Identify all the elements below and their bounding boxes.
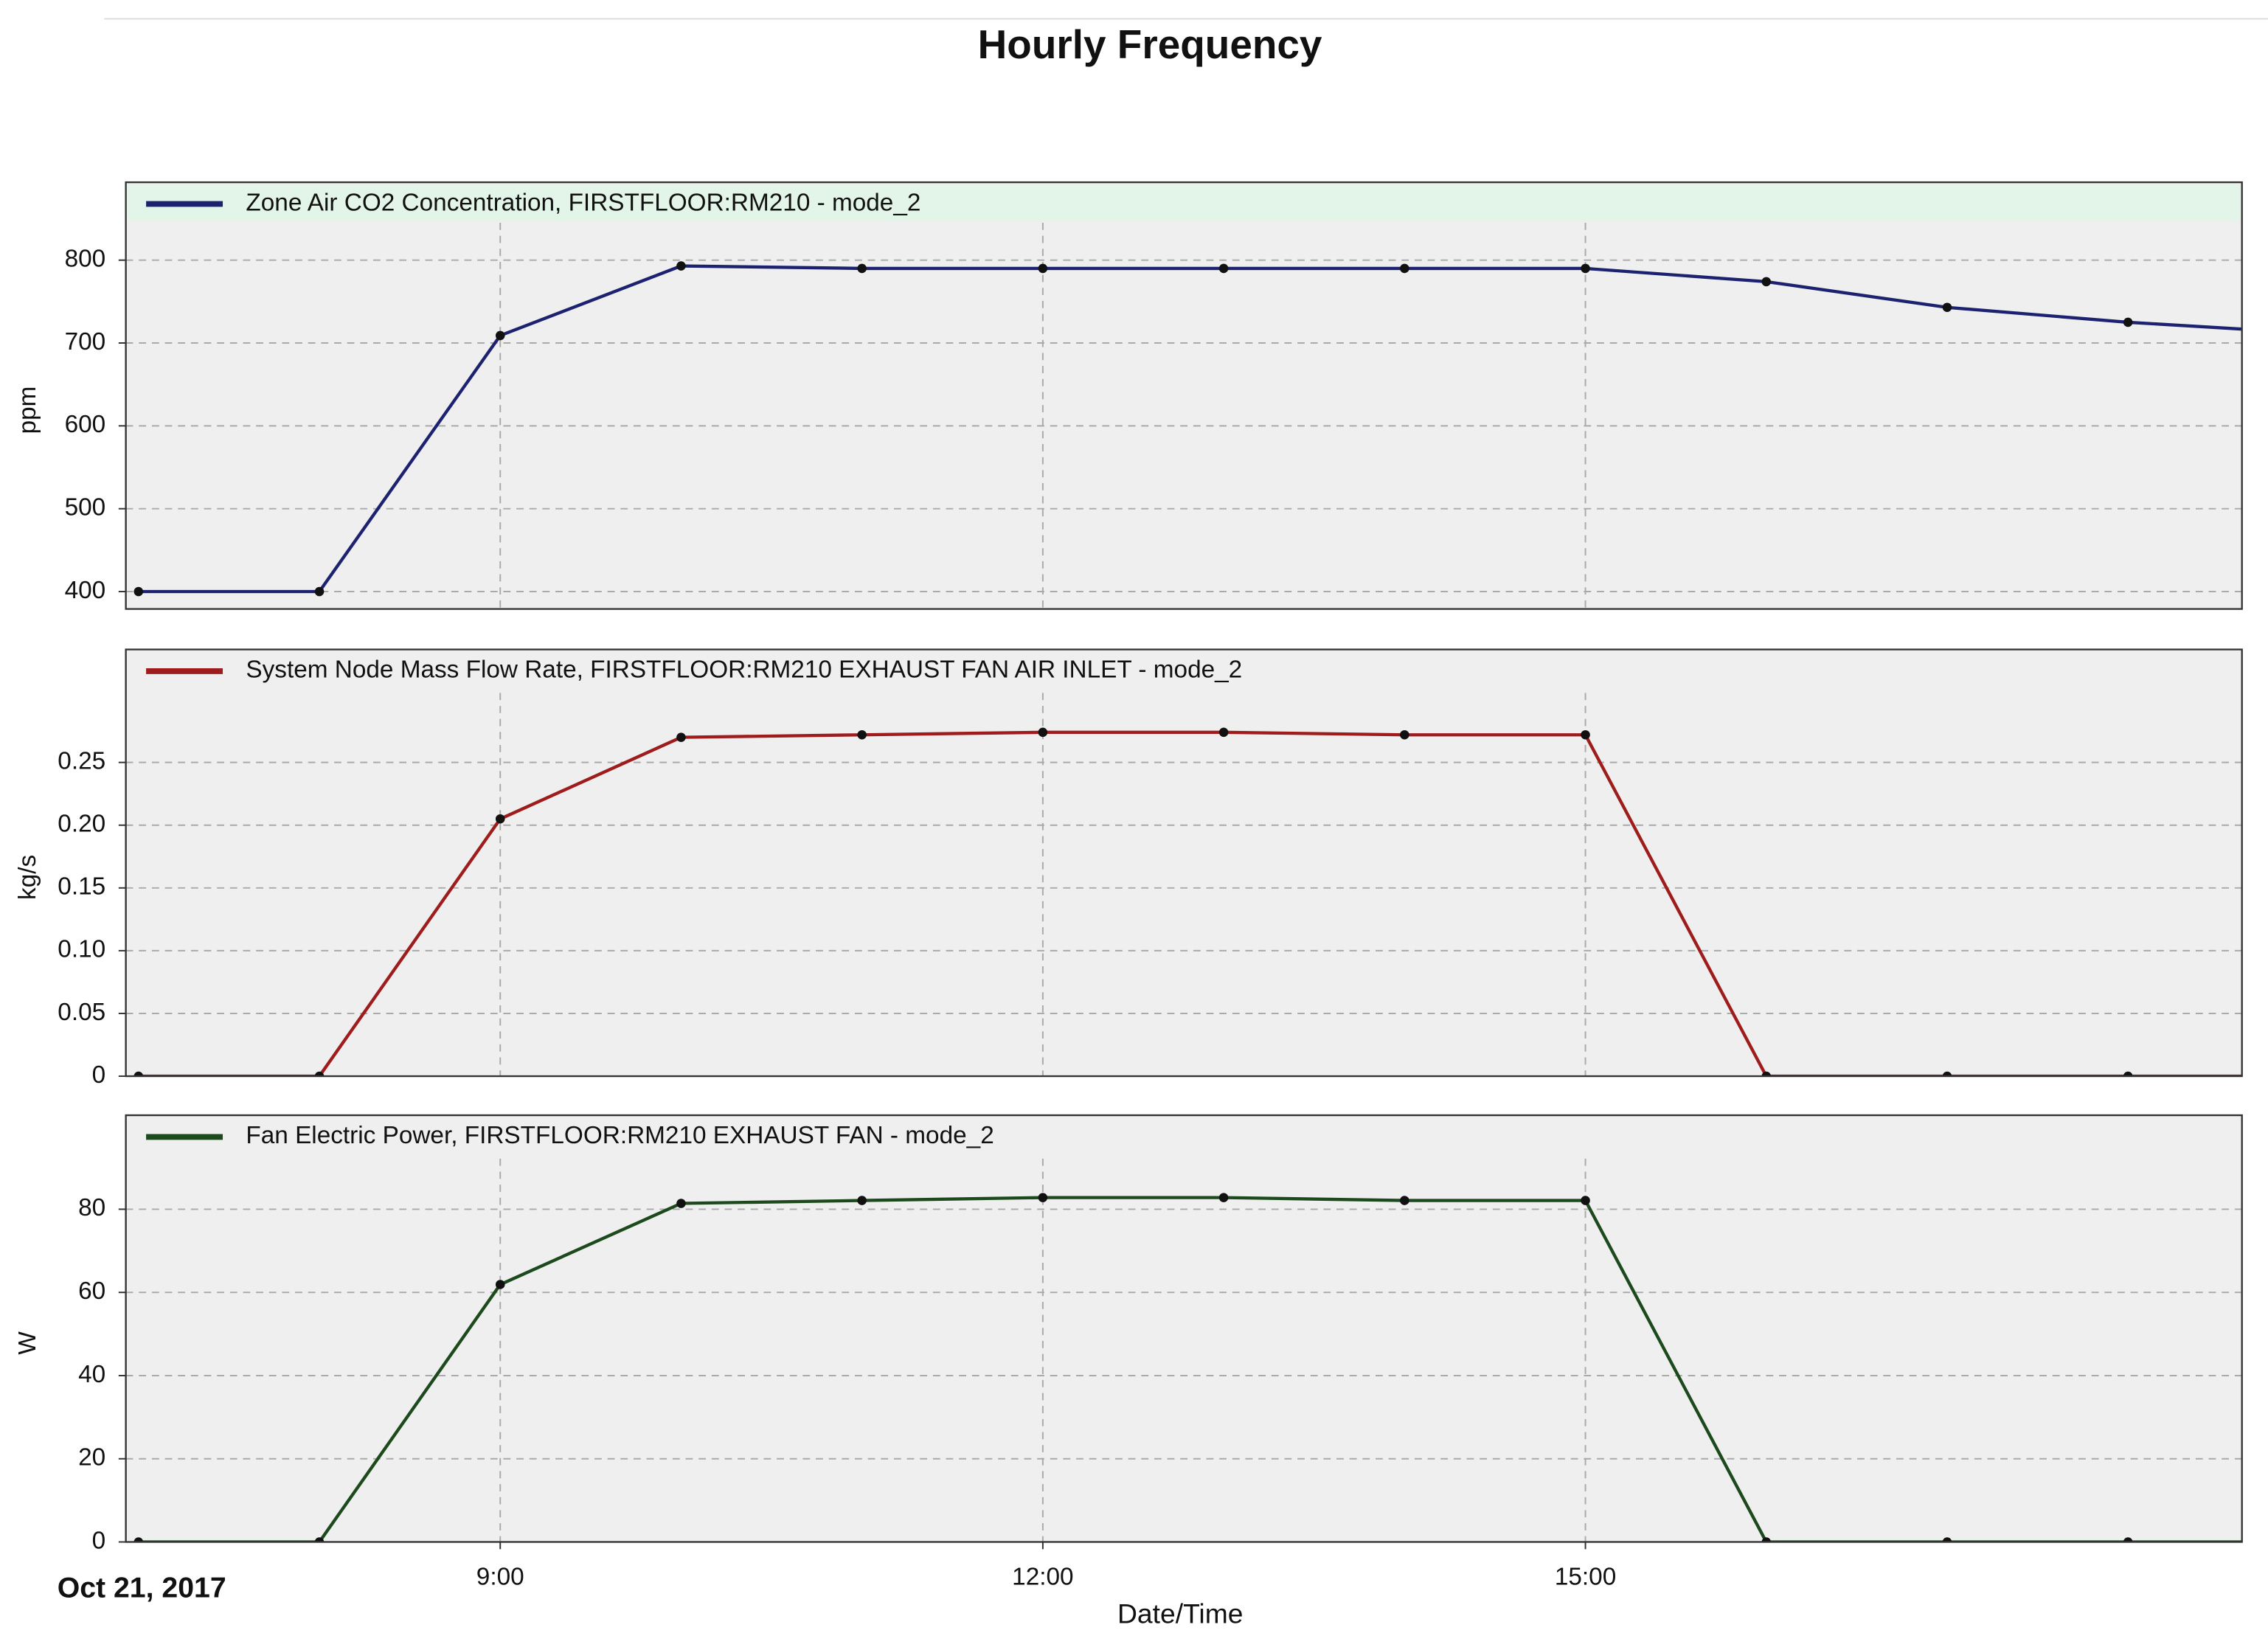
y-tick-label: 0	[92, 1061, 106, 1089]
data-point	[1581, 263, 1590, 274]
y-tick-label: 500	[65, 493, 106, 521]
data-point	[676, 261, 686, 271]
data-point	[1761, 1071, 1772, 1077]
y-tick-label: 0.20	[58, 811, 105, 838]
plot-background	[125, 649, 2242, 1077]
series	[133, 261, 2242, 597]
y-axis-label: kg/s	[14, 855, 41, 900]
y-axis-label: ppm	[14, 386, 41, 434]
data-point	[1218, 1193, 1229, 1202]
data-point	[2123, 317, 2133, 327]
data-point	[1761, 1537, 1772, 1542]
data-point	[676, 1199, 686, 1208]
plot-background	[125, 182, 2242, 609]
series	[133, 727, 2242, 1077]
data-point	[1400, 729, 1409, 740]
date-label: Oct 21, 2017	[58, 1572, 226, 1604]
data-point	[1942, 302, 1952, 312]
data-point	[1038, 263, 1048, 274]
data-point	[314, 1071, 325, 1077]
data-point	[495, 1280, 505, 1289]
data-point	[857, 729, 867, 740]
legend-label: System Node Mass Flow Rate, FIRSTFLOOR:R…	[246, 656, 1242, 684]
data-point	[2123, 1071, 2133, 1077]
legend-label: Zone Air CO2 Concentration, FIRSTFLOOR:R…	[246, 189, 920, 216]
x-tick-label: 9:00	[476, 1563, 524, 1590]
plot-background	[125, 1115, 2242, 1542]
data-point	[857, 1196, 867, 1205]
data-point	[1400, 263, 1409, 274]
data-point	[1038, 727, 1048, 738]
y-tick-label: 700	[65, 328, 106, 356]
data-point	[1218, 727, 1229, 738]
data-point	[314, 586, 325, 597]
data-point	[1942, 1071, 1952, 1077]
legend-band	[127, 184, 2241, 222]
data-point	[857, 263, 867, 274]
x-tick-label: 15:00	[1555, 1563, 1616, 1590]
series	[133, 1193, 2242, 1542]
y-tick-label: 0.05	[58, 999, 105, 1026]
data-point	[1038, 1193, 1048, 1202]
data-point	[676, 732, 686, 742]
data-point	[2123, 1537, 2133, 1542]
y-tick-label: 40	[78, 1361, 105, 1388]
data-point	[1400, 1196, 1409, 1205]
data-point	[1581, 1196, 1590, 1205]
x-axis-label: Date/Time	[1117, 1598, 1243, 1629]
y-tick-label: 0.15	[58, 873, 105, 901]
legend-label: Fan Electric Power, FIRSTFLOOR:RM210 EXH…	[246, 1122, 993, 1149]
y-axis-label: W	[14, 1331, 41, 1355]
plot-frame	[125, 1114, 2243, 1543]
x-tick-label: 12:00	[1012, 1563, 1073, 1590]
y-tick-label: 0	[92, 1527, 106, 1554]
y-tick-label: 800	[65, 245, 106, 272]
data-point	[495, 330, 505, 341]
y-tick-label: 0.25	[58, 747, 105, 774]
data-point	[1581, 729, 1590, 740]
plot-frame	[125, 181, 2243, 610]
y-tick-label: 80	[78, 1194, 105, 1221]
plot-frame	[125, 648, 2243, 1078]
data-point	[495, 814, 505, 824]
y-tick-label: 600	[65, 411, 106, 438]
y-tick-label: 0.10	[58, 936, 105, 963]
data-point	[133, 1537, 144, 1542]
y-tick-label: 20	[78, 1444, 105, 1472]
data-point	[1761, 277, 1772, 287]
data-point	[314, 1537, 325, 1542]
chart-title: Hourly Frequency	[978, 21, 1322, 67]
data-point	[133, 586, 144, 597]
data-point	[1218, 263, 1229, 274]
y-tick-label: 400	[65, 577, 106, 604]
data-point	[1942, 1537, 1952, 1542]
y-tick-label: 60	[78, 1278, 105, 1305]
data-point	[133, 1071, 144, 1077]
